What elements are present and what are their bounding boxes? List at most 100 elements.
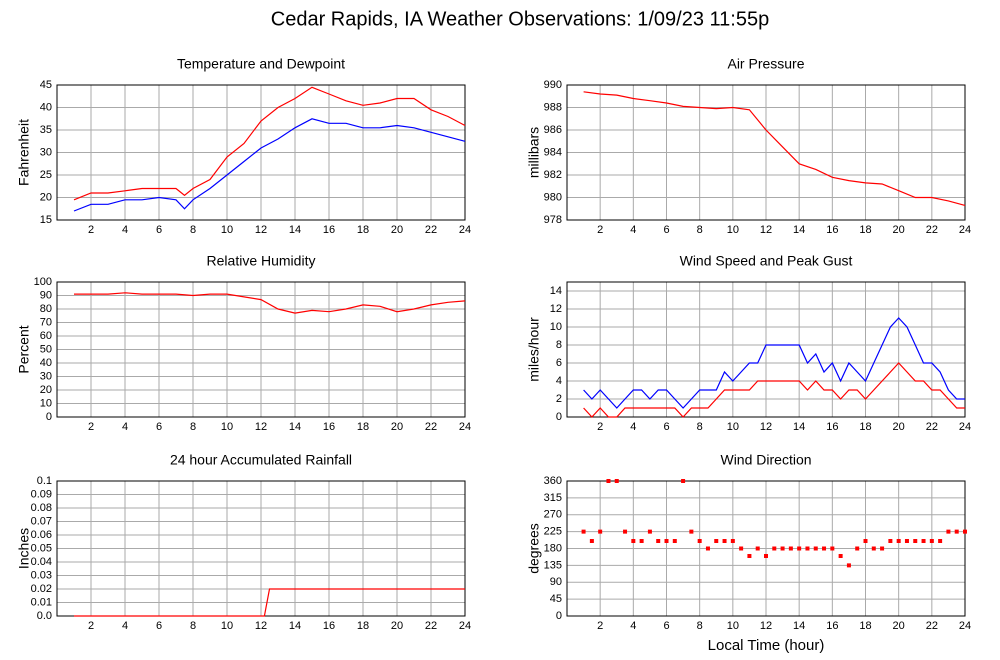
subplot-title: Wind Speed and Peak Gust	[680, 253, 853, 269]
x-tick-label: 12	[255, 421, 267, 433]
x-tick-label: 10	[221, 620, 233, 632]
y-tick-label: 0.03	[31, 569, 52, 581]
y-tick-label: 982	[544, 169, 562, 181]
x-tick-label: 2	[597, 224, 603, 236]
y-axis-label: Inches	[16, 528, 32, 569]
subplot-title: Relative Humidity	[207, 253, 316, 269]
y-tick-label: 60	[40, 330, 52, 342]
data-point	[631, 539, 636, 543]
y-tick-label: 25	[40, 169, 52, 181]
x-tick-label: 18	[859, 620, 871, 632]
x-tick-label: 24	[459, 421, 471, 433]
data-point	[672, 539, 677, 543]
y-tick-label: 14	[550, 285, 562, 297]
data-point	[714, 539, 719, 543]
y-axis-label: millibars	[526, 127, 542, 178]
x-tick-label: 22	[926, 620, 938, 632]
data-point	[896, 539, 901, 543]
data-point	[639, 539, 644, 543]
data-point	[697, 539, 702, 543]
x-tick-label: 16	[826, 620, 838, 632]
data-point	[664, 539, 669, 543]
data-point	[904, 539, 909, 543]
data-point	[888, 539, 893, 543]
x-tick-label: 14	[793, 421, 805, 433]
x-tick-label: 4	[122, 620, 128, 632]
y-tick-label: 90	[40, 289, 52, 301]
y-tick-label: 45	[40, 79, 52, 91]
y-tick-label: 30	[40, 370, 52, 382]
y-tick-label: 980	[544, 191, 562, 203]
y-axis-label: degrees	[526, 523, 542, 574]
y-tick-label: 135	[544, 559, 562, 571]
series-line	[583, 362, 965, 418]
x-tick-label: 22	[926, 224, 938, 236]
series-line	[74, 292, 466, 314]
x-tick-label: 8	[697, 421, 703, 433]
x-tick-label: 2	[597, 421, 603, 433]
y-tick-label: 990	[544, 79, 562, 91]
data-point	[954, 529, 959, 534]
data-point	[623, 529, 628, 534]
data-point	[913, 539, 918, 543]
x-tick-label: 10	[727, 421, 739, 433]
data-point	[846, 563, 851, 568]
x-tick-label: 10	[221, 421, 233, 433]
y-tick-label: 0.01	[31, 596, 52, 608]
x-tick-label: 20	[893, 421, 905, 433]
plot-frame	[56, 281, 466, 418]
data-point	[788, 546, 793, 551]
x-tick-label: 4	[630, 421, 636, 433]
x-tick-label: 18	[357, 421, 369, 433]
y-tick-label: 2	[556, 393, 562, 405]
x-tick-label: 8	[697, 224, 703, 236]
y-tick-label: 6	[556, 357, 562, 369]
data-point	[772, 546, 777, 551]
x-tick-label: 24	[959, 620, 971, 632]
x-tick-label: 4	[630, 224, 636, 236]
x-tick-label: 4	[122, 421, 128, 433]
x-tick-label: 22	[425, 421, 437, 433]
y-tick-label: 80	[40, 303, 52, 315]
y-tick-label: 0	[556, 411, 562, 423]
data-point	[830, 546, 835, 551]
x-tick-label: 12	[760, 224, 772, 236]
x-axis-label: Local Time (hour)	[708, 637, 825, 654]
y-tick-label: 15	[40, 214, 52, 226]
x-tick-label: 6	[156, 620, 162, 632]
data-point	[647, 529, 652, 534]
x-tick-label: 6	[663, 421, 669, 433]
data-point	[813, 546, 818, 551]
subplot-title: Air Pressure	[727, 56, 804, 72]
x-tick-label: 14	[793, 620, 805, 632]
y-tick-label: 35	[40, 124, 52, 136]
y-axis-label: Percent	[16, 325, 32, 373]
subplot-title: 24 hour Accumulated Rainfall	[170, 452, 352, 468]
subplot-title: Wind Direction	[720, 452, 811, 468]
series-line	[73, 86, 466, 201]
x-tick-label: 2	[597, 620, 603, 632]
x-tick-label: 24	[459, 620, 471, 632]
data-point	[730, 539, 735, 543]
y-tick-label: 20	[40, 384, 52, 396]
x-tick-label: 8	[190, 224, 196, 236]
x-tick-label: 20	[391, 620, 403, 632]
x-tick-label: 24	[459, 224, 471, 236]
y-tick-label: 315	[544, 492, 562, 504]
series-line	[583, 317, 965, 409]
y-tick-label: 0.02	[31, 583, 52, 595]
x-tick-label: 16	[323, 620, 335, 632]
y-tick-label: 0.1	[37, 475, 52, 487]
x-tick-label: 6	[156, 224, 162, 236]
series-line	[74, 588, 465, 617]
x-tick-label: 24	[959, 224, 971, 236]
y-tick-label: 225	[544, 526, 562, 538]
x-tick-label: 6	[156, 421, 162, 433]
y-tick-label: 360	[544, 475, 562, 487]
x-tick-label: 22	[425, 224, 437, 236]
y-tick-label: 988	[544, 101, 562, 113]
x-tick-label: 4	[122, 224, 128, 236]
y-tick-label: 90	[550, 576, 562, 588]
x-tick-label: 12	[760, 620, 772, 632]
